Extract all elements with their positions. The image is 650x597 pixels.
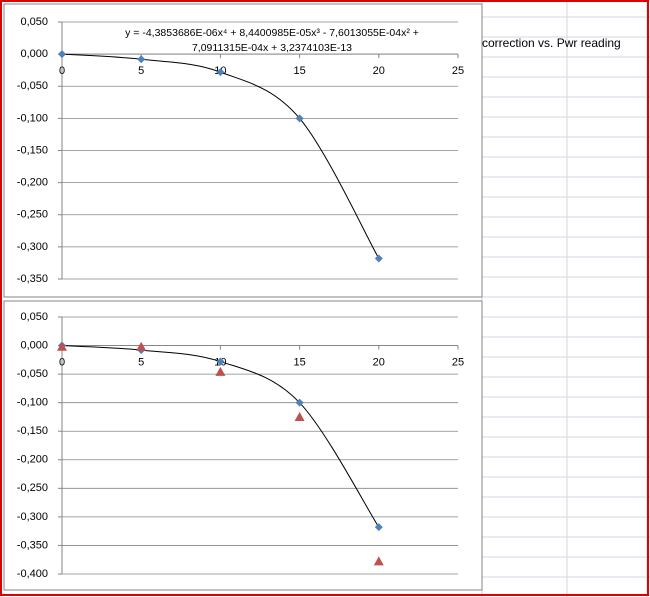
- y-tick-label: -0,300: [17, 241, 48, 253]
- chart-area: [3, 300, 483, 591]
- data-point: [374, 523, 383, 532]
- x-tick-label: 25: [452, 65, 464, 77]
- data-point: [216, 68, 225, 77]
- trendline-equation: 7,0911315E-04x + 3,2374103E-13: [192, 42, 352, 54]
- x-tick-label: 5: [138, 65, 144, 77]
- y-tick-label: -0,250: [17, 209, 48, 221]
- trendline-equation: y = -4,3853686E-06x⁴ + 8,4400985E-05x³ -…: [125, 27, 419, 39]
- x-tick-label: 20: [373, 65, 385, 77]
- x-tick-label: 15: [293, 356, 305, 368]
- chart: 0,050 0,000 -0,050 -0,100 -0,150 -0,200 -0,250…: [3, 300, 483, 591]
- y-tick-label: -0,300: [17, 511, 48, 523]
- x-tick-label: 5: [138, 356, 144, 368]
- x-tick-label: 0: [59, 65, 65, 77]
- x-tick-label: 20: [373, 356, 385, 368]
- y-tick-label: 0,050: [20, 311, 48, 323]
- data-point: [136, 341, 147, 351]
- data-point: [57, 341, 67, 351]
- data-point: [295, 398, 304, 407]
- trendline: [61, 345, 380, 528]
- y-tick-label: -0,050: [17, 80, 48, 92]
- data-point: [374, 254, 383, 263]
- chart: 0,050 0,000 -0,050 -0,100 -0,150 -0,200 -0,250…: [3, 3, 483, 298]
- y-tick-label: 0,000: [20, 48, 48, 60]
- trendline: [61, 53, 380, 259]
- data-point: [137, 55, 146, 64]
- y-tick-label: -0,250: [17, 482, 48, 494]
- y-tick-label: -0,150: [17, 144, 48, 156]
- y-tick-label: -0,100: [17, 397, 48, 409]
- y-tick-label: -0,050: [17, 368, 48, 380]
- y-tick-label: 0,050: [20, 16, 48, 28]
- y-tick-label: -0,100: [17, 112, 48, 124]
- x-tick-label: 0: [59, 356, 65, 368]
- y-tick-label: -0,200: [17, 177, 48, 189]
- y-tick-label: 0,000: [20, 339, 48, 351]
- y-tick-label: -0,150: [17, 425, 48, 437]
- x-tick-label: 25: [452, 356, 464, 368]
- data-point: [295, 114, 304, 123]
- data-point: [294, 411, 305, 421]
- cell-text: correction vs. Pwr reading: [482, 36, 621, 50]
- y-tick-label: -0,350: [17, 273, 48, 285]
- x-tick-label: 15: [293, 65, 305, 77]
- y-tick-label: -0,350: [17, 539, 48, 551]
- data-point: [216, 357, 225, 366]
- y-tick-label: -0,400: [17, 568, 48, 580]
- sheet-grid: [481, 0, 650, 597]
- data-point: [215, 366, 226, 376]
- y-tick-label: -0,200: [17, 454, 48, 466]
- data-point: [58, 50, 66, 59]
- data-point: [373, 556, 384, 566]
